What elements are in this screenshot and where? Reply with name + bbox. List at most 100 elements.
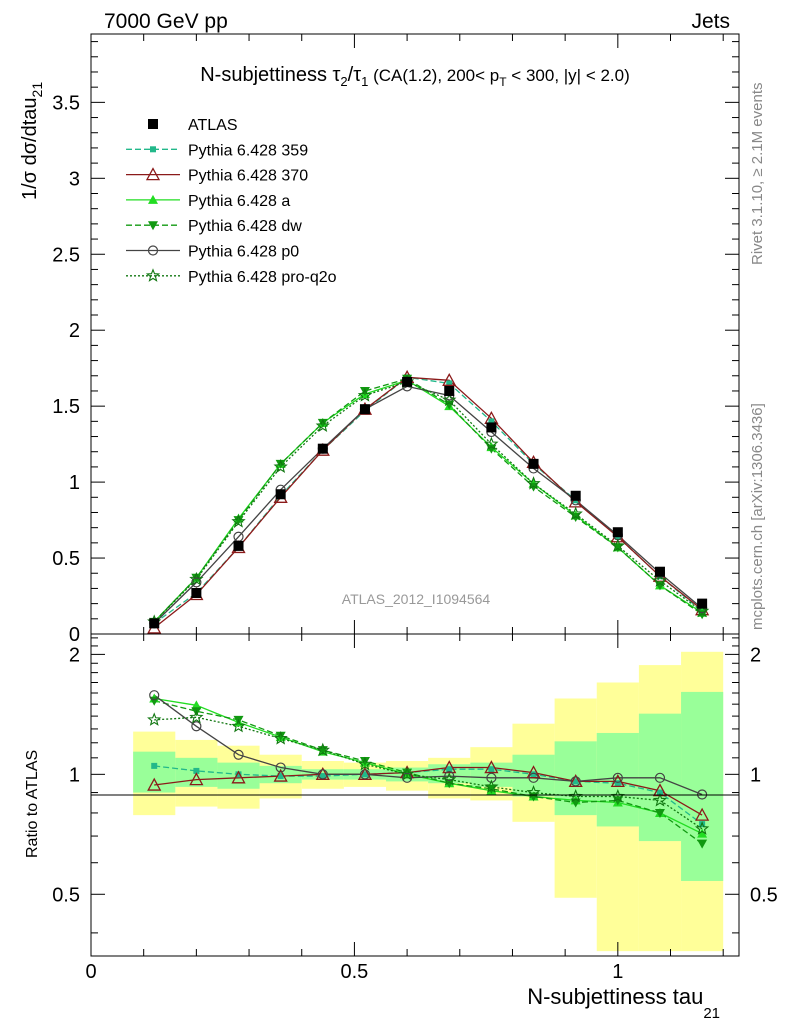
ratio-point-1-8 — [484, 760, 499, 774]
series-point-5-11 — [610, 538, 625, 552]
ratio-point-4-3 — [275, 762, 286, 773]
legend-marker-2 — [145, 167, 161, 181]
legend-marker-0 — [148, 119, 158, 129]
y-axis-label-main: 1/σ dσ/dtau — [19, 97, 41, 200]
data-point-0 — [149, 618, 160, 629]
ratio-line-0 — [154, 765, 703, 825]
data-point-11 — [612, 527, 623, 538]
ratio-point-0-10 — [572, 778, 579, 785]
series-point-3-4 — [317, 418, 328, 428]
legend-marker-1 — [150, 146, 156, 153]
y-tick-label-5: 3 — [69, 168, 80, 190]
series-point-5-12 — [652, 573, 668, 587]
ratio-line-1 — [154, 766, 703, 816]
series-point-3-3 — [275, 459, 286, 469]
ratio-point-0-0 — [151, 762, 158, 769]
data-point-7 — [444, 385, 455, 396]
axis-ticks: 0 0.5 10.511.522.533.500.5 0.51 12 2 — [52, 34, 778, 983]
title-subT: T — [499, 75, 507, 89]
series-line-2 — [153, 379, 703, 623]
ratio-point-0-8 — [488, 766, 495, 773]
band-inner-0 — [133, 751, 176, 793]
ratio-point-0-4 — [319, 773, 326, 780]
ratio-point-3-12 — [654, 808, 665, 818]
ratio-point-5-7 — [442, 772, 457, 786]
y-tick-label-3: 2 — [69, 320, 80, 342]
ratio-point-5-3 — [273, 731, 288, 745]
ratio-point-4-6 — [401, 772, 413, 783]
title-main: N-subjettiness — [200, 64, 332, 86]
ratio-point-1-3 — [273, 768, 288, 782]
ratio-point-4-9 — [528, 772, 539, 783]
legend-marker-4 — [148, 221, 158, 231]
header-category: Jets — [691, 10, 730, 33]
band-inner-13 — [681, 691, 724, 881]
legend-label-2: Pythia 6.428 370 — [188, 168, 308, 185]
legend-label-0: ATLAS — [188, 117, 238, 134]
x-axis-label-main: N-subjettiness tau — [527, 984, 703, 1009]
ratio-point-3-5 — [359, 757, 370, 767]
series-point-5-13 — [694, 603, 710, 618]
ratio-point-5-8 — [484, 779, 499, 793]
title-tau2: τ — [333, 64, 341, 86]
data-point-2 — [233, 540, 244, 551]
ratio-point-4-2 — [233, 749, 244, 760]
ratio-tick-label-right-1: 1 — [750, 764, 761, 786]
ratio-point-4-10 — [570, 776, 581, 787]
ratio-point-5-12 — [652, 792, 668, 807]
legend-label-6: Pythia 6.428 pro-q2o — [188, 269, 337, 286]
ratio-point-1-1 — [189, 772, 204, 786]
ratio-tick-label-right-0: 0.5 — [750, 884, 778, 906]
ratio-tick-label-right-2: 2 — [750, 644, 761, 666]
ratio-point-5-6 — [399, 766, 415, 781]
ratio-tick-label-left-2: 2 — [69, 644, 80, 666]
ratio-point-2-13 — [697, 828, 708, 838]
series-line-1 — [153, 376, 703, 629]
data-point-8 — [486, 422, 497, 433]
data-point-5 — [359, 404, 370, 415]
data-point-1 — [191, 587, 202, 598]
ratio-point-4-11 — [612, 772, 623, 783]
data-point-3 — [275, 489, 286, 500]
x-tick-label-0: 0 — [85, 961, 96, 983]
ratio-point-5-4 — [315, 742, 330, 757]
legend-label-3: Pythia 6.428 a — [188, 193, 290, 210]
x-tick-label-2: 1 — [612, 961, 623, 983]
series-line-0 — [153, 376, 703, 624]
data-point-4 — [317, 443, 328, 454]
ratio-point-0-5 — [361, 771, 368, 778]
series-point-5-9 — [526, 476, 541, 490]
ratio-line-2 — [154, 697, 703, 835]
ratio-point-4-0 — [149, 690, 160, 701]
legend-label-5: Pythia 6.428 p0 — [188, 244, 299, 261]
ratio-line-3 — [154, 700, 703, 845]
series-point-4-1 — [191, 577, 202, 588]
ratio-point-4-4 — [317, 769, 328, 780]
ratio-series — [147, 690, 710, 849]
ratio-point-5-5 — [357, 756, 373, 771]
title-sub2: 2 — [340, 74, 347, 89]
ratio-point-0-12 — [656, 789, 663, 796]
header-energy: 7000 GeV pp — [104, 10, 228, 33]
ratio-point-4-12 — [654, 772, 666, 783]
ratio-point-5-0 — [147, 712, 162, 726]
ratio-point-4-7 — [444, 770, 455, 782]
ratio-point-5-1 — [189, 709, 204, 724]
data-point-6 — [402, 376, 413, 387]
ratio-tick-label-left-0: 0.5 — [52, 884, 80, 906]
y-tick-label-4: 2.5 — [52, 244, 80, 266]
series-line-3 — [153, 378, 703, 623]
title-sub1: 1 — [361, 74, 368, 89]
series-point-5-8 — [484, 436, 499, 451]
ratio-point-0-7 — [446, 766, 453, 773]
ratio-point-1-2 — [231, 770, 246, 784]
series-line-5 — [153, 381, 703, 623]
y-axis-label: 1/σ dσ/dtau21 — [19, 82, 45, 200]
title-rest-b: < 300, |y| < 2.0) — [507, 66, 630, 85]
ratio-point-0-11 — [614, 780, 621, 787]
ratio-point-1-13 — [695, 807, 710, 821]
ratio-point-1-9 — [526, 765, 541, 779]
series-point-0-8 — [488, 418, 495, 425]
legend: ATLAS Pythia 6.428 359 Pythia 6.428 370 Pyt… — [126, 117, 337, 286]
series-point-1-7 — [442, 372, 457, 386]
